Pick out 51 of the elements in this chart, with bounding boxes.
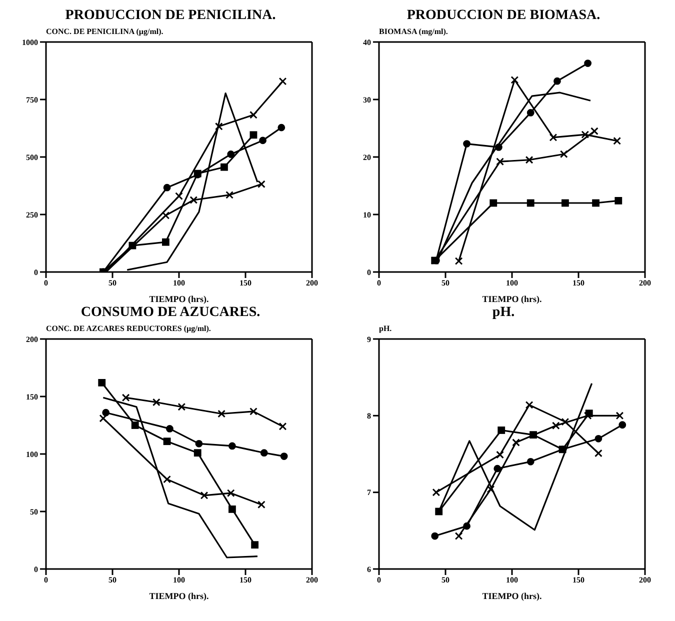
y-tick-label: 1000 xyxy=(22,38,38,47)
x-tick-label: 0 xyxy=(44,278,48,288)
chart-title: PRODUCCION DE BIOMASA. xyxy=(406,8,602,25)
x-tick-label: 150 xyxy=(240,278,252,288)
y-axis-title: CONC. DE AZCARES REDUCTORES (µg/ml). xyxy=(45,324,212,335)
x-axis-title: TIEMPO (hrs). xyxy=(149,294,209,304)
y-tick-label: 0 xyxy=(34,268,38,277)
y-tick-label: 250 xyxy=(26,210,38,220)
x-tick-label: 50 xyxy=(442,576,450,585)
x-tick-label: 50 xyxy=(108,278,116,288)
x-axis-title: TIEMPO (hrs). xyxy=(482,294,542,304)
x-tick-label: 50 xyxy=(108,576,116,585)
y-tick-label: 8 xyxy=(367,412,371,421)
y-tick-label: 150 xyxy=(26,392,38,402)
y-tick-label: 50 xyxy=(30,507,38,516)
y-tick-label: 200 xyxy=(26,334,38,344)
x-tick-label: 200 xyxy=(639,576,651,585)
y-tick-label: 40 xyxy=(363,38,371,47)
y-tick-label: 9 xyxy=(367,334,371,344)
y-axis-title: CONC. DE PENICILINA (µg/ml). xyxy=(45,27,164,38)
y-tick-label: 7 xyxy=(367,488,371,498)
chart-title: pH. xyxy=(491,305,516,322)
x-tick-label: 0 xyxy=(44,576,48,585)
y-axis-title: pH. xyxy=(378,324,393,335)
y-tick-label: 20 xyxy=(363,152,371,162)
x-tick-label: 100 xyxy=(173,576,185,585)
y-tick-label: 500 xyxy=(26,152,38,162)
x-tick-label: 50 xyxy=(442,278,450,288)
x-tick-label: 100 xyxy=(506,576,518,585)
y-tick-label: 10 xyxy=(363,210,371,220)
x-tick-label: 0 xyxy=(377,278,381,288)
x-tick-label: 0 xyxy=(377,576,381,585)
x-tick-label: 200 xyxy=(306,576,318,585)
y-tick-label: 6 xyxy=(367,564,371,574)
chart-title: PRODUCCION DE PENICILINA. xyxy=(64,8,277,25)
x-tick-label: 200 xyxy=(639,278,651,288)
y-axis-title: BIOMASA (mg/ml). xyxy=(378,27,449,38)
x-tick-label: 200 xyxy=(306,278,318,288)
y-tick-label: 750 xyxy=(26,95,38,104)
x-tick-label: 150 xyxy=(240,576,252,585)
y-tick-label: 0 xyxy=(34,564,38,574)
y-tick-label: 0 xyxy=(367,268,371,277)
x-tick-label: 100 xyxy=(506,278,518,288)
y-tick-label: 30 xyxy=(363,95,371,104)
chart-title: CONSUMO DE AZUCARES. xyxy=(80,305,262,322)
x-tick-label: 150 xyxy=(572,278,584,288)
x-tick-label: 100 xyxy=(173,278,185,288)
x-axis-title: TIEMPO (hrs). xyxy=(149,591,209,601)
y-tick-label: 100 xyxy=(26,450,38,459)
x-tick-label: 150 xyxy=(572,576,584,585)
x-axis-title: TIEMPO (hrs). xyxy=(482,591,542,601)
